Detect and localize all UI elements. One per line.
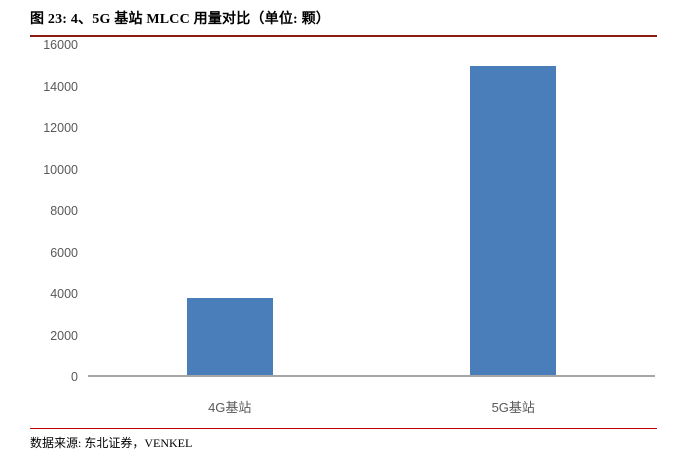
bar-5G基站 [470, 65, 557, 375]
y-tick-label: 2000 [50, 328, 78, 343]
data-source-note: 数据来源: 东北证券，VENKEL [30, 436, 193, 450]
x-category-label: 4G基站 [208, 400, 252, 415]
y-tick-label: 16000 [43, 38, 78, 52]
y-tick-label: 0 [71, 370, 78, 384]
x-category-label: 5G基站 [491, 400, 535, 415]
y-tick-label: 14000 [43, 79, 78, 94]
figure-header: 图 23: 4、5G 基站 MLCC 用量对比（单位: 颗） [30, 8, 657, 37]
bar-4G基站 [186, 297, 273, 375]
y-tick-label: 6000 [50, 245, 78, 260]
figure-footer: 数据来源: 东北证券，VENKEL [30, 428, 657, 452]
figure-title: 图 23: 4、5G 基站 MLCC 用量对比（单位: 颗） [30, 12, 330, 27]
plot-area [88, 45, 655, 377]
y-tick-label: 8000 [50, 204, 78, 218]
y-tick-label: 12000 [43, 121, 78, 135]
bar-chart: 0 2000 4000 6000 8000 10000 12000 14000 16000 4G… [0, 30, 679, 415]
y-tick-label: 4000 [50, 287, 78, 301]
y-tick-label: 10000 [43, 162, 78, 177]
